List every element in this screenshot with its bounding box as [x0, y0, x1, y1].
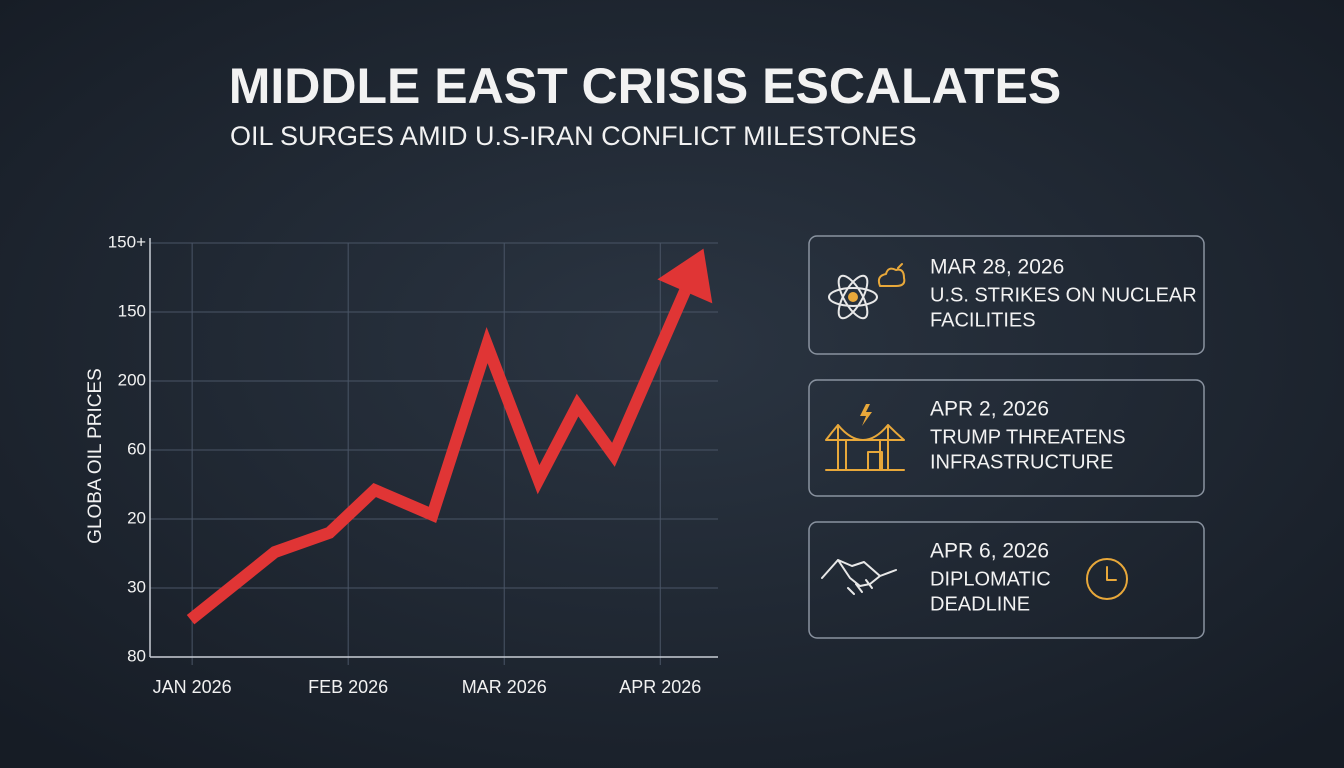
- event-date: APR 2, 2026: [930, 398, 1049, 421]
- event-description: TRUMP THREATENS: [930, 426, 1126, 448]
- title: MIDDLE EAST CRISIS ESCALATES: [229, 58, 1061, 114]
- event-description: INFRASTRUCTURE: [930, 451, 1113, 473]
- x-tick-label: APR 2026: [619, 677, 701, 697]
- y-tick-label: 200: [118, 370, 146, 389]
- event-card: [808, 379, 1205, 497]
- atom-icon: [828, 263, 906, 320]
- handshake-icon: [821, 559, 897, 595]
- y-tick-label: 30: [127, 577, 146, 596]
- event-date: APR 6, 2026: [930, 540, 1049, 563]
- clock-icon: [1086, 558, 1128, 600]
- y-tick-label: 20: [127, 508, 146, 527]
- event-card: [808, 235, 1205, 355]
- arrow-head: [657, 248, 713, 304]
- event-description: DIPLOMATIC: [930, 568, 1051, 590]
- event-card: [808, 521, 1205, 639]
- x-tick-label: FEB 2026: [308, 677, 388, 697]
- x-tick-label: JAN 2026: [153, 677, 232, 697]
- x-tick-label: MAR 2026: [462, 677, 547, 697]
- y-tick-label: 60: [127, 439, 146, 458]
- y-tick-label: 80: [127, 646, 146, 665]
- y-tick-label: 150+: [108, 232, 146, 251]
- subtitle: OIL SURGES AMID U.S-IRAN CONFLICT MILEST…: [230, 121, 917, 151]
- event-description: FACILITIES: [930, 309, 1036, 331]
- event-cards: MAR 28, 2026 U.S. STRIKES ON NUCLEAR FACIL…: [808, 235, 1205, 639]
- y-tick-label: 150: [118, 301, 146, 320]
- event-date: MAR 28, 2026: [930, 256, 1064, 279]
- event-description: U.S. STRIKES ON NUCLEAR: [930, 284, 1197, 306]
- price-line: [186, 276, 696, 625]
- y-axis-label: GLOBA OIL PRICES: [85, 368, 106, 544]
- event-description: DEADLINE: [930, 593, 1030, 615]
- bridge-icon: [825, 404, 905, 471]
